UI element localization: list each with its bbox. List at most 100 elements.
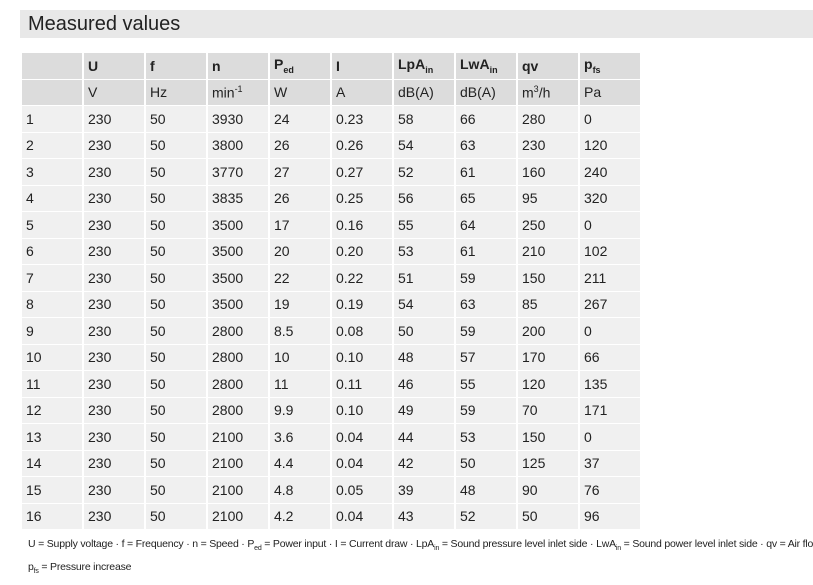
cell: 280 xyxy=(518,106,578,132)
cell: 57 xyxy=(456,344,516,370)
subscript: in xyxy=(489,65,498,76)
cell: 53 xyxy=(394,238,454,264)
definition: = Sound power level inlet side xyxy=(620,538,758,550)
cell: 50 xyxy=(456,450,516,476)
cell: 2800 xyxy=(208,397,268,423)
superscript: 3 xyxy=(533,83,539,94)
cell: 55 xyxy=(394,212,454,238)
cell: 2100 xyxy=(208,477,268,503)
data-row: 2 230 50 3800 26 0.26 54 63 230 120 xyxy=(22,132,640,158)
column-header: LpAin xyxy=(394,53,454,79)
cell: 50 xyxy=(146,503,206,529)
cell: 50 xyxy=(146,318,206,344)
column-header: LwAin xyxy=(456,53,516,79)
cell: 250 xyxy=(518,212,578,238)
cell: 3.6 xyxy=(270,424,330,450)
cell: 230 xyxy=(84,318,144,344)
cell: 267 xyxy=(580,291,640,317)
cell: 50 xyxy=(146,477,206,503)
data-row: 10 230 50 2800 10 0.10 48 57 170 66 xyxy=(22,344,640,370)
cell: 50 xyxy=(146,132,206,158)
cell: 26 xyxy=(270,185,330,211)
label-text: LwA xyxy=(460,56,490,73)
data-row: 11 230 50 2800 11 0.11 46 55 120 135 xyxy=(22,371,640,397)
cell: 66 xyxy=(456,106,516,132)
label-text: I xyxy=(336,57,340,74)
subscript: fs xyxy=(592,65,601,76)
row-label: 11 xyxy=(22,371,82,397)
definition: = Supply voltage xyxy=(35,538,113,550)
unit-cell: W xyxy=(270,79,330,105)
label-text: Hz xyxy=(150,84,168,101)
row-label: 12 xyxy=(22,397,82,423)
cell: 64 xyxy=(456,212,516,238)
cell: 3500 xyxy=(208,212,268,238)
cell: 0.16 xyxy=(332,212,392,238)
cell: 63 xyxy=(456,132,516,158)
column-header: qv xyxy=(518,53,578,79)
row-label: 4 xyxy=(22,185,82,211)
column-header: f xyxy=(146,53,206,79)
cell: 3500 xyxy=(208,265,268,291)
cell: 0 xyxy=(580,212,640,238)
section-title: Measured values xyxy=(20,10,813,38)
cell: 200 xyxy=(518,318,578,344)
column-header: U xyxy=(84,53,144,79)
definition: = Pressure increase xyxy=(38,561,132,574)
cell: 63 xyxy=(456,291,516,317)
cell: 50 xyxy=(146,106,206,132)
cell: 230 xyxy=(84,106,144,132)
cell: 53 xyxy=(456,424,516,450)
data-row: 6 230 50 3500 20 0.20 53 61 210 102 xyxy=(22,238,640,264)
cell: 230 xyxy=(84,450,144,476)
cell: 46 xyxy=(394,371,454,397)
subscript: in xyxy=(425,65,434,76)
cell: 160 xyxy=(518,159,578,185)
footnote-line: U = Supply voltage · f = Frequency · n =… xyxy=(28,535,813,558)
cell: 0 xyxy=(580,424,640,450)
cell: 19 xyxy=(270,291,330,317)
cell: 3500 xyxy=(208,291,268,317)
symbol: p xyxy=(28,561,34,574)
cell: 3930 xyxy=(208,106,268,132)
cell: 0.19 xyxy=(332,291,392,317)
cell: 42 xyxy=(394,450,454,476)
symbol: U xyxy=(28,538,36,550)
unit-cell: V xyxy=(84,79,144,105)
cell: 150 xyxy=(518,265,578,291)
cell: 230 xyxy=(84,265,144,291)
separator: · xyxy=(183,538,193,550)
cell: 59 xyxy=(456,318,516,344)
row-label: 2 xyxy=(22,132,82,158)
cell: 50 xyxy=(146,424,206,450)
symbol: n xyxy=(192,538,198,550)
cell: 50 xyxy=(146,185,206,211)
definition: = Speed xyxy=(197,538,239,550)
cell: 2800 xyxy=(208,344,268,370)
row-label: 5 xyxy=(22,212,82,238)
cell: 9.9 xyxy=(270,397,330,423)
definition: = Power input xyxy=(261,538,327,550)
footnote: U = Supply voltage · f = Frequency · n =… xyxy=(28,535,813,581)
cell: 27 xyxy=(270,159,330,185)
cell: 54 xyxy=(394,132,454,158)
row-label: 3 xyxy=(22,159,82,185)
symbol: qv xyxy=(766,538,777,550)
cell: 0.25 xyxy=(332,185,392,211)
blank-cell xyxy=(22,79,82,105)
cell: 50 xyxy=(146,265,206,291)
cell: 48 xyxy=(394,344,454,370)
cell: 50 xyxy=(146,344,206,370)
cell: 51 xyxy=(394,265,454,291)
cell: 102 xyxy=(580,238,640,264)
unit-cell: Hz xyxy=(146,79,206,105)
label-text: W xyxy=(274,84,288,101)
cell: 120 xyxy=(518,371,578,397)
label-text: P xyxy=(274,56,284,73)
unit-cell: dB(A) xyxy=(456,79,516,105)
cell: 10 xyxy=(270,344,330,370)
cell: 55 xyxy=(456,371,516,397)
cell: 230 xyxy=(84,185,144,211)
cell: 230 xyxy=(84,477,144,503)
